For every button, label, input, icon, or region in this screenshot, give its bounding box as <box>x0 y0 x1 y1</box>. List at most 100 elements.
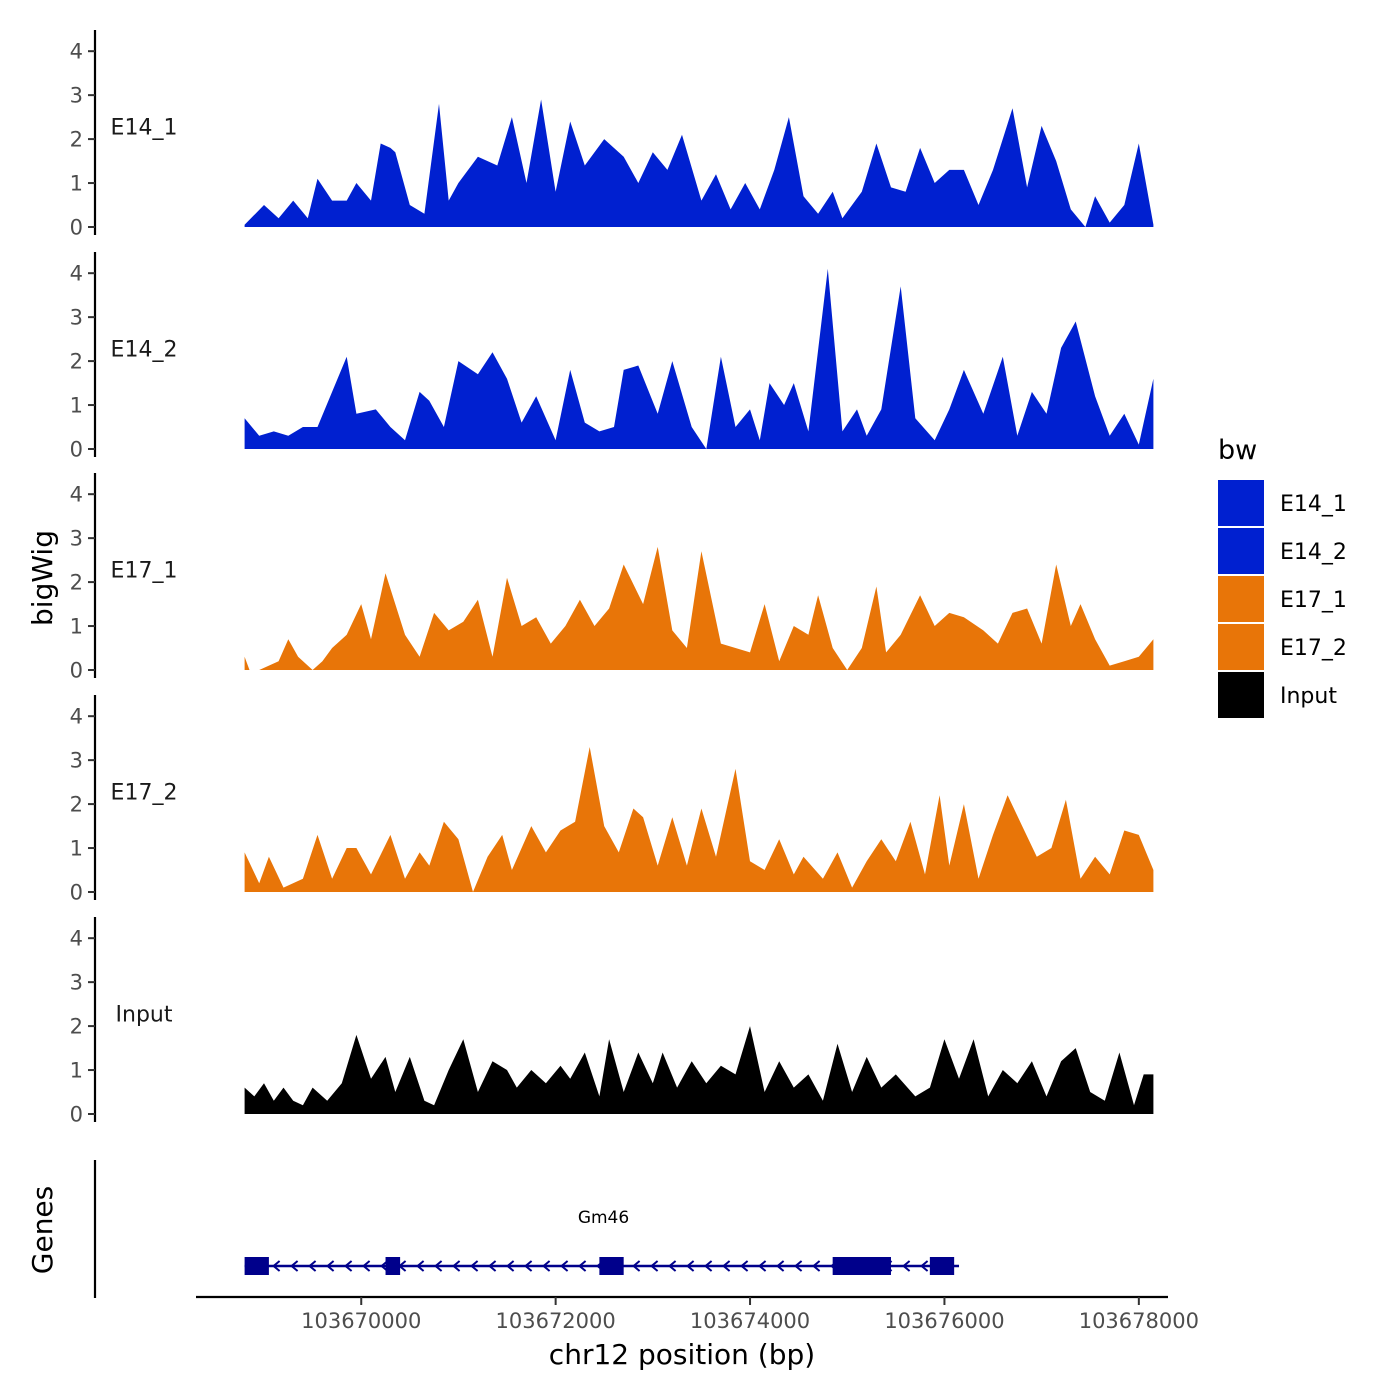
y-tick-label: 4 <box>70 705 83 729</box>
track-label-input: Input <box>116 1003 173 1028</box>
area-e17-1 <box>244 546 1154 670</box>
strand-chevron <box>776 1260 785 1272</box>
strand-chevron <box>362 1260 371 1272</box>
y-tick-label: 3 <box>70 527 83 551</box>
strand-chevron <box>686 1260 695 1272</box>
track-label-e14-2: E14_2 <box>111 338 178 363</box>
legend-label: E17_2 <box>1280 636 1347 661</box>
gene-exon <box>832 1257 891 1275</box>
gene-exon <box>599 1257 624 1275</box>
strand-chevron <box>506 1260 515 1272</box>
legend-swatch <box>1218 672 1264 718</box>
x-tick-label: 103672000 <box>496 1309 616 1333</box>
y-tick-label: 3 <box>70 749 83 773</box>
track-e17-2: 0 1 2 3 4 E17_2 <box>70 695 1154 905</box>
y-tick-label: 0 <box>70 659 83 683</box>
y-tick-label: 2 <box>70 350 83 374</box>
genes-panel: Gm46 <box>93 1160 960 1298</box>
y-tick-label: 2 <box>70 571 83 595</box>
x-tick-label: 103674000 <box>690 1309 810 1333</box>
y-tick-label: 0 <box>70 438 83 462</box>
legend-label: Input <box>1280 684 1337 709</box>
strand-chevron <box>560 1260 569 1272</box>
legend-label: E14_2 <box>1280 540 1347 565</box>
strand-chevron <box>920 1260 929 1272</box>
strand-chevron <box>668 1260 677 1272</box>
y-tick-label: 1 <box>70 1059 83 1083</box>
track-label-e17-2: E17_2 <box>111 781 178 806</box>
area-e14-1 <box>244 99 1154 227</box>
y-tick-label: 0 <box>70 216 83 240</box>
x-tick-label: 103670000 <box>301 1309 421 1333</box>
strand-chevron <box>488 1260 497 1272</box>
track-label-e17-1: E17_1 <box>111 559 178 584</box>
strand-chevron <box>794 1260 803 1272</box>
strand-chevron <box>326 1260 335 1272</box>
track-input: 0 1 2 3 4 Input <box>70 917 1154 1127</box>
strand-chevron <box>434 1260 443 1272</box>
gene-exon <box>929 1257 955 1275</box>
track-e14-2: 0 1 2 3 4 E14_2 <box>70 252 1154 462</box>
y-tick-label: 4 <box>70 40 83 64</box>
y-tick-label: 0 <box>70 881 83 905</box>
y-tick-label: 2 <box>70 1015 83 1039</box>
strand-chevron <box>542 1260 551 1272</box>
strand-chevron <box>524 1260 533 1272</box>
legend-entry-e14-1: E14_1 <box>1218 480 1347 526</box>
track-e17-1: 0 1 2 3 4 E17_1 <box>70 473 1154 683</box>
strand-chevron <box>344 1260 353 1272</box>
y-tick-label: 1 <box>70 394 83 418</box>
track-e14-1: 0 1 2 3 4 E14_1 <box>70 30 1154 240</box>
x-axis-title: chr12 position (bp) <box>549 1338 815 1371</box>
x-tick-label: 103678000 <box>1079 1309 1199 1333</box>
area-input <box>244 1026 1154 1114</box>
strand-chevron <box>902 1260 911 1272</box>
legend-entry-e17-1: E17_1 <box>1218 576 1347 622</box>
y-tick-label: 1 <box>70 615 83 639</box>
gene-name-label: Gm46 <box>578 1208 629 1228</box>
legend-swatch <box>1218 528 1264 574</box>
strand-chevron <box>290 1260 299 1272</box>
genes-axis-title: Genes <box>26 1186 59 1274</box>
x-tick-label: 103676000 <box>884 1309 1004 1333</box>
legend-swatch <box>1218 624 1264 670</box>
y-tick-label: 2 <box>70 128 83 152</box>
legend-entry-input: Input <box>1218 672 1337 718</box>
strand-chevron <box>812 1260 821 1272</box>
strand-chevron <box>722 1260 731 1272</box>
strand-chevron <box>650 1260 659 1272</box>
bigwig-tracks: 0 1 2 3 4 E14_1 0 1 2 3 4 E14_2 0 1 2 3 4 E17_1 0 1 2 3 4 E17_2… <box>70 30 1154 1127</box>
area-e17-2 <box>244 747 1154 892</box>
y-tick-label: 2 <box>70 793 83 817</box>
strand-chevron <box>740 1260 749 1272</box>
y-tick-label: 4 <box>70 927 83 951</box>
y-tick-label: 0 <box>70 1103 83 1127</box>
gene-exon <box>244 1257 269 1275</box>
strand-chevron <box>272 1260 281 1272</box>
legend-swatch <box>1218 480 1264 526</box>
legend-label: E17_1 <box>1280 588 1347 613</box>
y-tick-label: 4 <box>70 262 83 286</box>
strand-chevron <box>416 1260 425 1272</box>
track-label-e14-1: E14_1 <box>111 116 178 141</box>
y-tick-label: 3 <box>70 84 83 108</box>
y-tick-label: 1 <box>70 837 83 861</box>
area-e14-2 <box>244 268 1154 449</box>
legend-entry-e14-2: E14_2 <box>1218 528 1347 574</box>
legend-entry-e17-2: E17_2 <box>1218 624 1347 670</box>
strand-chevron <box>758 1260 767 1272</box>
y-tick-label: 4 <box>70 483 83 507</box>
legend-swatch <box>1218 576 1264 622</box>
x-axis: 103670000 103672000 103674000 103676000 1036… <box>196 1295 1199 1333</box>
strand-chevron <box>578 1260 587 1272</box>
strand-chevron <box>632 1260 641 1272</box>
legend-label: E14_1 <box>1280 492 1347 517</box>
y-tick-label: 1 <box>70 172 83 196</box>
y-tick-label: 3 <box>70 306 83 330</box>
strand-chevron <box>470 1260 479 1272</box>
strand-chevron <box>452 1260 461 1272</box>
strand-chevron <box>704 1260 713 1272</box>
gene-gm46: Gm46 <box>244 1208 960 1275</box>
legend-title: bw <box>1218 435 1257 466</box>
